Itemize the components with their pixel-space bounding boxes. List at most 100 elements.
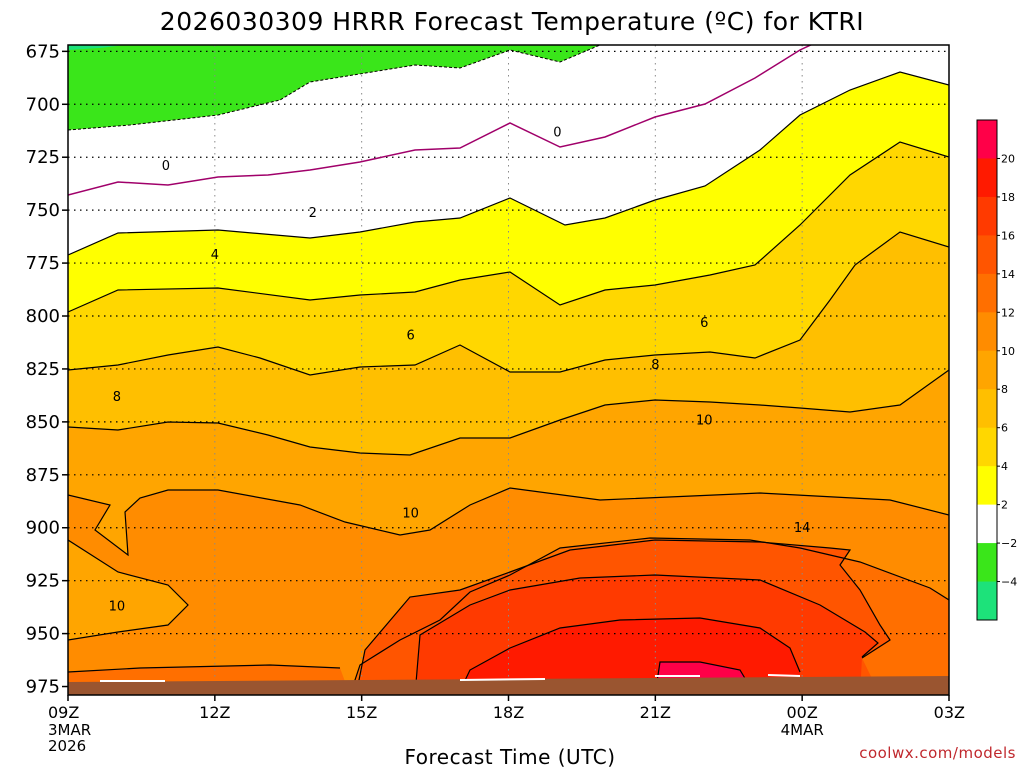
x-tick-label: 21Z: [640, 703, 671, 722]
contour-label-text: 10: [402, 506, 419, 521]
contour-label: 10: [696, 413, 713, 428]
x-tick-label: 15Z: [346, 703, 377, 722]
terrain-ground: [68, 676, 949, 695]
contour-8: [68, 369, 949, 456]
contour-label: 2: [309, 206, 317, 221]
x-axis-label: Forecast Time (UTC): [404, 745, 615, 768]
y-tick-label: 925: [26, 571, 60, 592]
contour-label-text: 0: [162, 159, 170, 174]
contour-label-text: 4: [211, 248, 219, 263]
contour-label-text: 8: [113, 390, 121, 405]
y-tick-label: 775: [26, 253, 60, 274]
contour-12: [349, 537, 949, 695]
colorbar-tick-label: 14: [1001, 268, 1015, 281]
contour-10-surface: [68, 664, 341, 673]
temperature-band-neg2-2: [68, 45, 949, 255]
contour-label-text: 6: [700, 316, 708, 331]
x-tick-date: 3MAR: [48, 721, 91, 739]
contour-4: [68, 141, 949, 313]
contour-0: [68, 45, 813, 196]
contour-label: 8: [113, 390, 121, 405]
contour-label: 4: [211, 248, 219, 263]
contour-label: 10: [402, 506, 419, 521]
contour-16: [414, 574, 879, 695]
y-tick-label: 675: [26, 41, 60, 62]
contour-label-text: 8: [651, 358, 659, 373]
contour-neg2: [68, 45, 601, 131]
colorbar-swatch: [977, 581, 997, 621]
contour-label: 14: [794, 521, 811, 536]
y-tick-label: 900: [26, 518, 60, 539]
colorbar-swatch: [977, 273, 997, 313]
contour-18: [457, 617, 801, 695]
grid-lines: [68, 45, 949, 695]
y-tick-label: 975: [26, 677, 60, 698]
x-tick-label: 18Z: [493, 703, 524, 722]
contour-labels: 0 0 2 4 6 6 8 8 10 10 10 14: [109, 125, 811, 614]
colorbar-swatch: [977, 120, 997, 159]
colorbar-swatch: [977, 235, 997, 275]
contour-label-text: 0: [553, 125, 561, 140]
colorbar-tick-label: 20: [1001, 152, 1015, 165]
plot-area: 0 0 2 4 6 6 8 8 10 10 10 14: [68, 45, 949, 695]
contour-label: 10: [109, 600, 126, 615]
contour-14: [355, 539, 891, 695]
colorbar-tick-label: 8: [1001, 383, 1008, 396]
contour-label-text: 6: [406, 329, 414, 344]
colorbar-frame: [976, 119, 998, 621]
y-tick-label: 800: [26, 306, 60, 327]
colorbar-tick-label: −4: [1001, 576, 1017, 589]
temperature-band-below-neg4: [68, 45, 125, 50]
colorbar-tick-label: 10: [1001, 345, 1015, 358]
colorbar-tick-label: 2: [1001, 499, 1008, 512]
contour-2: [68, 71, 949, 256]
x-tick-label: 12Z: [199, 703, 230, 722]
contour-label-text: 10: [109, 600, 126, 615]
contour-label: 6: [406, 329, 414, 344]
y-tick-label: 725: [26, 147, 60, 168]
contour-lines: [68, 71, 949, 695]
contour-label-text: 2: [309, 206, 317, 221]
contour-label: 0: [553, 125, 561, 140]
colorbar-tick-label: 12: [1001, 306, 1015, 319]
temperature-band-4-6: [68, 142, 949, 375]
contour-label-text: 10: [696, 413, 713, 428]
x-tick-label: 00Z: [787, 703, 818, 722]
y-tick-label: 750: [26, 200, 60, 221]
colorbar-swatch: [977, 504, 997, 544]
contour-label: 0: [162, 159, 170, 174]
colorbar-swatch: [977, 158, 997, 198]
y-tick-label: 825: [26, 359, 60, 380]
colorbar-tick-label: −2: [1001, 537, 1017, 550]
contour-6: [68, 231, 949, 376]
colorbar-swatch: [977, 196, 997, 236]
x-tick-label: 03Z: [934, 703, 965, 722]
colorbar: 20 18 16 14 12 10 8 6 4 2 −2 −4: [976, 119, 1017, 621]
x-tick-label: 09Z: [48, 703, 79, 722]
temperature-band-6-8: [68, 232, 949, 455]
temperature-band-below-neg2: [68, 45, 600, 130]
x-tick-year: 2026: [48, 737, 86, 755]
temperature-band-2-4: [68, 72, 949, 312]
x-tick-date: 4MAR: [781, 721, 824, 739]
colorbar-swatch: [977, 427, 997, 467]
contour-label: 6: [700, 316, 708, 331]
y-tick-label: 850: [26, 412, 60, 433]
y-tick-label: 875: [26, 465, 60, 486]
y-axis: 675 700 725 750 775 800 825 850 875 900 925 950 975: [26, 41, 68, 698]
y-tick-label: 700: [26, 94, 60, 115]
colorbar-swatch: [977, 350, 997, 390]
colorbar-tick-label: 6: [1001, 422, 1008, 435]
contour-10-upper: [68, 487, 949, 557]
colorbar-tick-label: 16: [1001, 229, 1015, 242]
y-tick-label: 950: [26, 624, 60, 645]
colorbar-swatch: [977, 543, 997, 583]
colorbar-swatch: [977, 389, 997, 429]
contour-10-lower: [68, 539, 189, 641]
credit-text: coolwx.com/models: [859, 744, 1016, 762]
colorbar-swatch: [977, 466, 997, 506]
colorbar-tick-label: 18: [1001, 191, 1015, 204]
surface-highlight: [100, 674, 801, 682]
